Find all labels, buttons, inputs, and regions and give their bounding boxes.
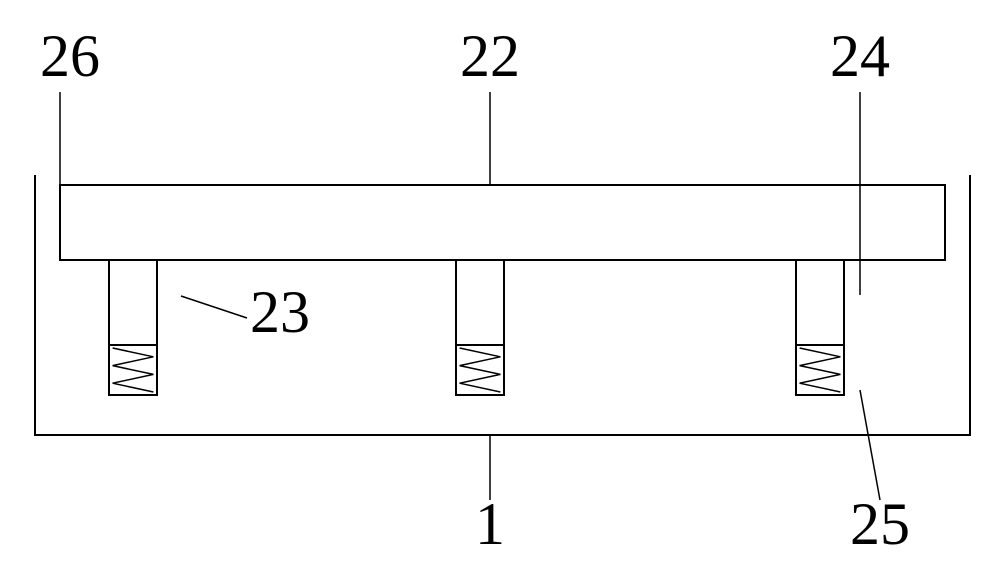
leader-line-l25 (860, 390, 880, 500)
label-22: 22 (460, 23, 520, 89)
label-26: 26 (40, 23, 100, 89)
support-leg (796, 260, 844, 345)
spring-icon (460, 348, 501, 392)
label-23: 23 (250, 279, 310, 345)
top-plate (60, 185, 945, 260)
spring-box (796, 345, 844, 395)
label-24: 24 (830, 23, 890, 89)
leader-line-l23 (181, 296, 247, 318)
spring-box (109, 345, 157, 395)
figure-container: 26 22 24 23 1 25 (0, 0, 1000, 568)
label-25: 25 (850, 491, 910, 557)
spring-icon (113, 348, 154, 392)
spring-box (456, 345, 504, 395)
label-1: 1 (475, 491, 505, 557)
spring-icon (800, 348, 841, 392)
support-leg (109, 260, 157, 345)
support-leg (456, 260, 504, 345)
